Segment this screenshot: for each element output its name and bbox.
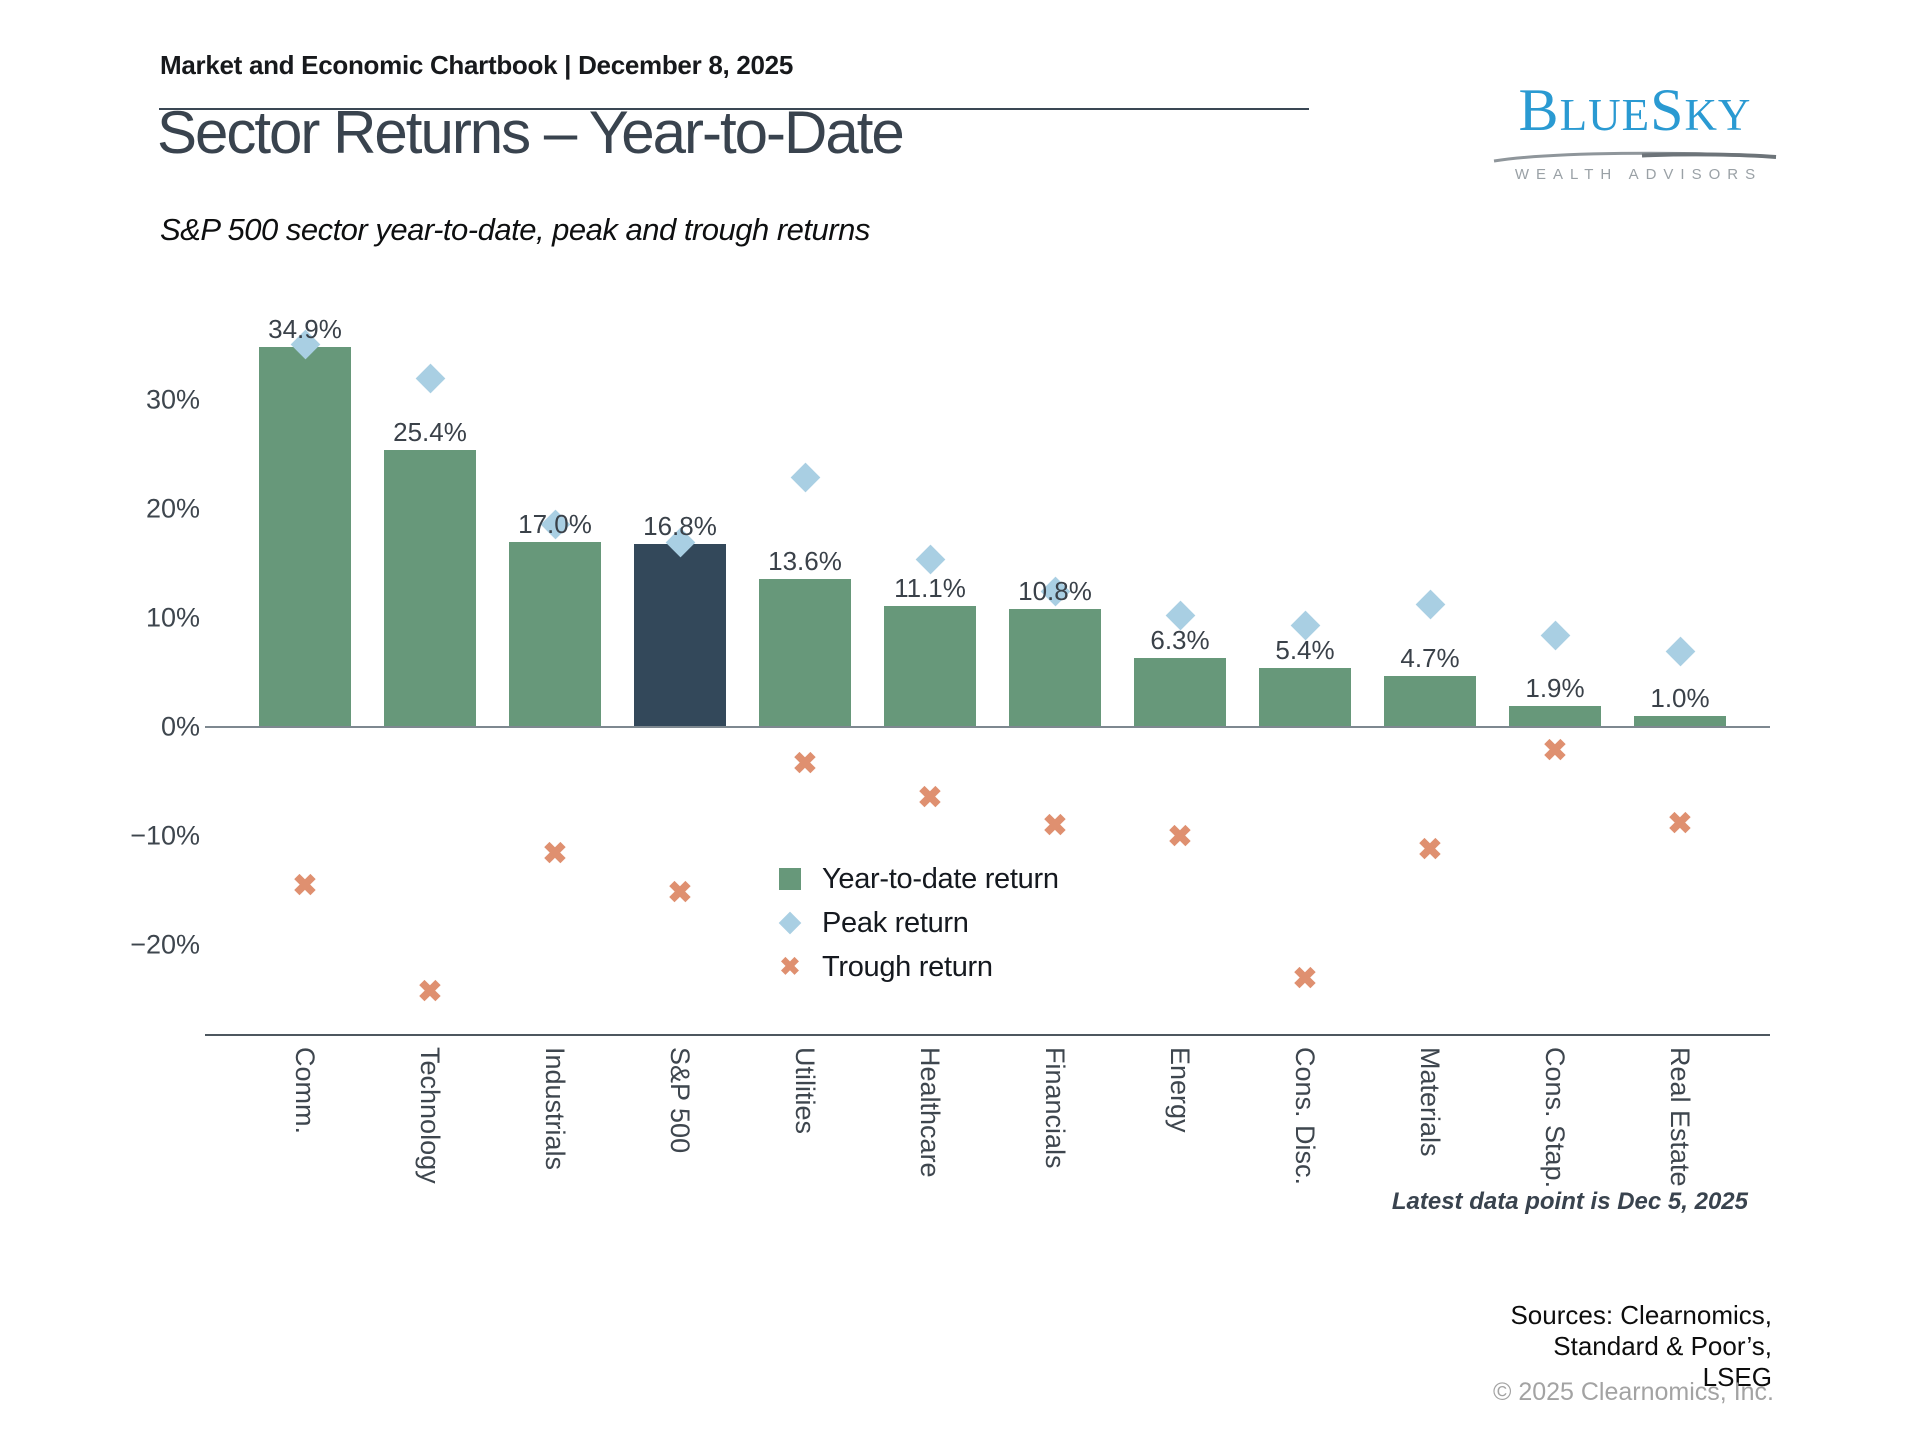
ytd-return-bar xyxy=(1134,658,1226,726)
ytd-return-value-label: 17.0% xyxy=(518,508,592,539)
ytd-return-value-label: 10.8% xyxy=(1018,576,1092,607)
x-axis-category-label: Energy xyxy=(1165,1047,1195,1133)
x-axis-category-label: Cons. Stap. xyxy=(1540,1047,1570,1189)
logo-text: B xyxy=(1518,77,1560,143)
legend-item: Peak return xyxy=(775,901,1059,945)
x-axis-category-label: Materials xyxy=(1415,1047,1445,1157)
logo-text: LUE xyxy=(1559,90,1651,140)
ytd-return-value-label: 11.1% xyxy=(894,573,966,603)
sources-line: Standard & Poor’s, xyxy=(1553,1331,1772,1361)
peak-return-marker xyxy=(790,462,820,493)
latest-data-footnote: Latest data point is Dec 5, 2025 xyxy=(1391,1188,1748,1215)
legend-item: ✖ Trough return xyxy=(775,945,1059,989)
x-axis-line xyxy=(205,1034,1770,1036)
sources-line: LSEG xyxy=(1702,1362,1772,1392)
page-title: Sector Returns – Year-to-Date xyxy=(157,99,905,166)
y-axis-tick-label: 0% xyxy=(160,711,200,742)
ytd-return-value-label: 25.4% xyxy=(393,417,467,448)
ytd-return-bar xyxy=(634,543,726,726)
ytd-return-bar xyxy=(1509,706,1601,726)
y-axis-tick-label: 30% xyxy=(145,384,200,415)
x-axis-category-label: Utilities xyxy=(790,1047,820,1135)
trough-return-marker: ✖ xyxy=(542,836,568,870)
logo-swoosh-icon xyxy=(1493,151,1777,163)
ytd-return-value-label: 4.7% xyxy=(1400,642,1460,673)
x-axis-category-label: Comm. xyxy=(290,1047,320,1134)
x-legend-icon: ✖ xyxy=(779,952,801,981)
peak-return-marker xyxy=(415,363,445,394)
legend-item: Year-to-date return xyxy=(775,857,1059,901)
trough-return-marker: ✖ xyxy=(292,869,318,903)
page-subtitle: S&P 500 sector year-to-date, peak and tr… xyxy=(160,212,870,247)
ytd-return-value-label: 6.3% xyxy=(1150,625,1210,656)
trough-return-marker: ✖ xyxy=(667,876,693,910)
logo-tagline: WEALTH ADVISORS xyxy=(1514,166,1763,183)
diamond-legend-icon xyxy=(775,911,805,935)
trough-return-marker: ✖ xyxy=(792,747,818,781)
ytd-return-bar xyxy=(759,578,851,726)
square-legend-icon xyxy=(775,868,805,890)
sources-text: Sources: Clearnomics, Standard & Poor’s, L… xyxy=(1510,1300,1772,1393)
header-rule xyxy=(159,108,1309,110)
trough-return-marker: ✖ xyxy=(917,781,943,815)
ytd-return-value-label: 16.8% xyxy=(643,510,717,541)
peak-return-marker xyxy=(1415,590,1445,620)
trough-return-marker: ✖ xyxy=(1667,807,1693,841)
trough-return-marker: ✖ xyxy=(417,975,443,1009)
ytd-return-bar xyxy=(259,346,351,726)
x-axis-category-label: Technology xyxy=(415,1047,445,1184)
trough-return-marker: ✖ xyxy=(1417,833,1443,867)
peak-return-marker xyxy=(1540,620,1570,651)
trough-return-marker: ✖ xyxy=(1042,809,1068,843)
zero-baseline xyxy=(205,726,1770,728)
ytd-return-bar xyxy=(1259,668,1351,726)
ytd-return-bar xyxy=(384,450,476,726)
legend-item-label: Trough return xyxy=(822,950,993,983)
ytd-return-value-label: 1.9% xyxy=(1525,673,1585,704)
sources-line: Sources: Clearnomics, xyxy=(1510,1300,1772,1330)
ytd-return-bar xyxy=(1009,609,1101,726)
x-axis-category-label: Healthcare xyxy=(915,1047,945,1178)
y-axis-tick-label: −10% xyxy=(130,820,200,851)
x-axis-category-label: Industrials xyxy=(540,1047,570,1171)
ytd-return-bar xyxy=(1384,675,1476,726)
bluesky-logo: BLUESKY WEALTH ADVISORS xyxy=(1490,78,1780,183)
copyright-text: © 2025 Clearnomics, Inc. xyxy=(1492,1378,1774,1406)
peak-return-marker xyxy=(915,544,945,574)
y-axis-tick-label: 20% xyxy=(145,493,200,524)
y-axis-tick-label: 10% xyxy=(145,602,200,633)
peak-return-marker xyxy=(1665,636,1695,667)
trough-return-marker: ✖ xyxy=(1292,962,1318,996)
logo-text: S xyxy=(1650,77,1685,143)
ytd-return-value-label: 34.9% xyxy=(268,313,342,344)
legend-item-label: Year-to-date return xyxy=(822,862,1059,895)
ytd-return-value-label: 5.4% xyxy=(1275,635,1335,666)
bluesky-logo-wordmark: BLUESKY xyxy=(1490,78,1780,158)
ytd-return-bar xyxy=(509,541,601,726)
y-axis-tick-label: −20% xyxy=(130,929,200,960)
logo-text: KY xyxy=(1684,90,1752,140)
legend-item-label: Peak return xyxy=(822,906,969,939)
x-axis-category-label: Financials xyxy=(1040,1047,1070,1169)
ytd-return-bar xyxy=(884,606,976,726)
chart-legend: Year-to-date return Peak return ✖ Trough re… xyxy=(775,857,1059,989)
x-axis-category-label: Cons. Disc. xyxy=(1290,1047,1320,1186)
ytd-return-value-label: 13.6% xyxy=(768,545,842,576)
ytd-return-value-label: 1.0% xyxy=(1650,683,1710,714)
x-axis-category-label: Real Estate xyxy=(1665,1047,1695,1187)
trough-return-marker: ✖ xyxy=(1542,734,1568,768)
x-axis-category-label: S&P 500 xyxy=(665,1047,695,1154)
chartbook-header: Market and Economic Chartbook | December… xyxy=(160,50,793,80)
trough-return-marker: ✖ xyxy=(1167,820,1193,854)
ytd-return-bar xyxy=(1634,716,1726,726)
